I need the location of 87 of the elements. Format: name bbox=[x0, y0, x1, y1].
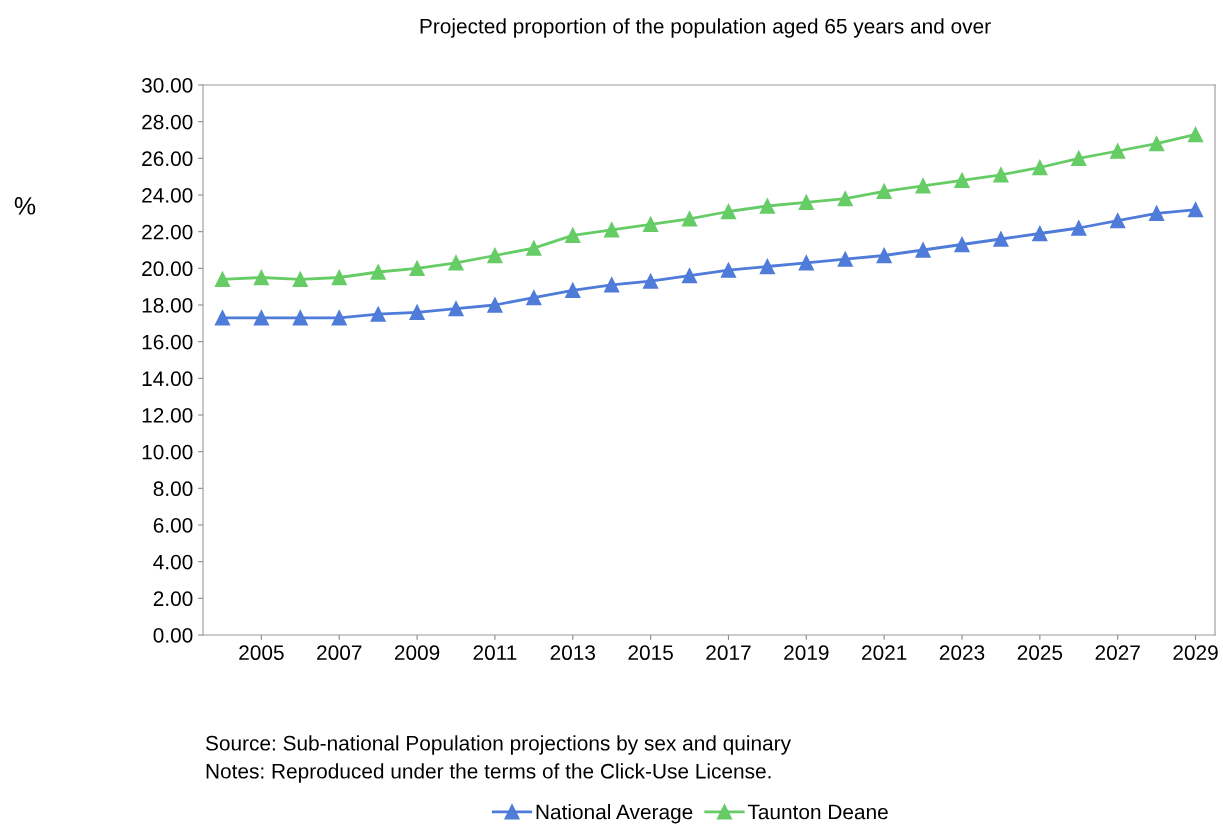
point bbox=[331, 269, 347, 286]
point bbox=[1032, 225, 1048, 242]
y-tick-label: 0.00 bbox=[153, 628, 193, 643]
point bbox=[448, 255, 464, 271]
y-tick-label: 8.00 bbox=[153, 481, 193, 497]
y-tick-label: 24.00 bbox=[142, 188, 193, 203]
point bbox=[292, 310, 308, 326]
x-tick-label: 2011 bbox=[473, 645, 517, 661]
point bbox=[720, 203, 737, 220]
point bbox=[1110, 213, 1126, 229]
chart-title: Projected proportion of the population aged 65 years and over bbox=[420, 18, 991, 38]
y-tick-label: 22.00 bbox=[142, 224, 193, 240]
point bbox=[954, 236, 970, 253]
point bbox=[565, 227, 581, 243]
point bbox=[993, 167, 1009, 183]
x-tick-label: 2025 bbox=[1017, 645, 1063, 661]
point bbox=[1071, 220, 1087, 236]
x-tick-label: 2029 bbox=[1173, 645, 1218, 661]
y-tick-label: 20.00 bbox=[142, 261, 193, 277]
y-tick-label: 26.00 bbox=[142, 151, 193, 167]
point bbox=[292, 271, 308, 287]
point bbox=[759, 198, 776, 214]
point bbox=[214, 271, 231, 287]
x-tick-label: 2015 bbox=[628, 645, 673, 661]
x-tick-label: 2013 bbox=[550, 645, 596, 661]
x-tick-label: 2017 bbox=[706, 645, 751, 661]
source-note: Source: Sub-national Population projections by sex and quinary bbox=[205, 735, 791, 755]
point bbox=[409, 260, 425, 276]
y-tick-label: 18.00 bbox=[142, 298, 193, 313]
point bbox=[604, 277, 620, 293]
point bbox=[759, 258, 776, 275]
point bbox=[954, 172, 970, 188]
point bbox=[915, 178, 931, 194]
point bbox=[526, 290, 542, 306]
point bbox=[1148, 136, 1165, 152]
x-tick-label: 2005 bbox=[239, 645, 284, 661]
y-tick-label: 14.00 bbox=[142, 371, 193, 387]
x-tick-label: 2021 bbox=[862, 645, 907, 661]
legend-label: Taunton Deane bbox=[747, 804, 888, 820]
y-tick-label: 16.00 bbox=[142, 334, 193, 350]
point bbox=[915, 242, 931, 258]
y-tick-label: 12.00 bbox=[142, 408, 193, 423]
point bbox=[837, 191, 853, 207]
point bbox=[681, 211, 698, 227]
point bbox=[487, 297, 503, 313]
y-tick-label: 4.00 bbox=[153, 554, 193, 570]
y-tick-label: 6.00 bbox=[153, 518, 193, 533]
point bbox=[681, 268, 698, 284]
point bbox=[1071, 150, 1087, 166]
point bbox=[876, 247, 892, 264]
point bbox=[448, 301, 464, 317]
point bbox=[642, 273, 659, 289]
point bbox=[1148, 205, 1165, 221]
text: Notes: Reproduced under the terms of the Click-Use License. bbox=[206, 763, 771, 783]
x-tick-label: 2019 bbox=[784, 645, 829, 661]
point bbox=[214, 310, 231, 326]
point bbox=[604, 222, 620, 238]
point bbox=[1187, 202, 1204, 218]
point bbox=[370, 264, 386, 280]
point bbox=[331, 310, 347, 326]
point bbox=[837, 251, 853, 267]
y-tick-label: 2.00 bbox=[153, 591, 193, 607]
point bbox=[993, 231, 1009, 247]
point bbox=[798, 194, 814, 210]
point bbox=[1187, 126, 1204, 143]
y-tick-label: 28.00 bbox=[142, 114, 193, 130]
point bbox=[720, 262, 737, 278]
y-tick-label: 10.00 bbox=[142, 444, 193, 460]
point bbox=[487, 247, 503, 264]
point bbox=[1032, 159, 1048, 176]
point bbox=[370, 306, 386, 322]
y-axis-title: % bbox=[14, 197, 36, 215]
point bbox=[253, 310, 270, 326]
point bbox=[798, 255, 814, 271]
point bbox=[253, 269, 270, 286]
x-tick-label: 2007 bbox=[317, 645, 362, 661]
x-tick-label: 2023 bbox=[939, 645, 985, 661]
y-tick-label: 30.00 bbox=[141, 78, 193, 93]
point bbox=[409, 304, 425, 320]
point bbox=[565, 282, 581, 298]
point bbox=[876, 183, 892, 199]
point bbox=[642, 216, 659, 232]
legend-label: National Average bbox=[536, 804, 693, 824]
point bbox=[1110, 143, 1126, 159]
x-tick-label: 2009 bbox=[394, 645, 440, 661]
point bbox=[526, 240, 542, 256]
x-tick-label: 2027 bbox=[1095, 645, 1140, 661]
